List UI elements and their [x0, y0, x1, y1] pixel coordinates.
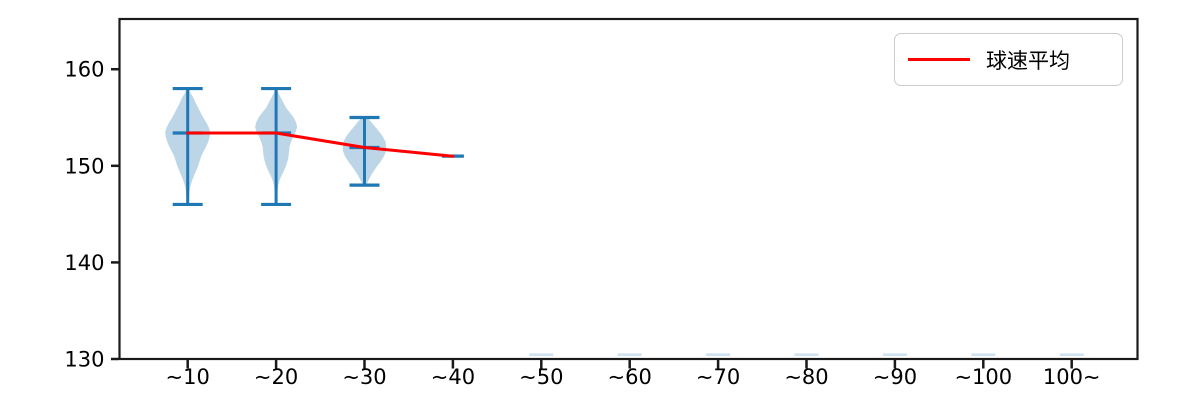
- x-tick-label-∼10: ∼10: [166, 365, 210, 389]
- legend-label: 球速平均: [986, 48, 1070, 73]
- mean-line-series: [186, 131, 455, 158]
- y-tick-label-130: 130: [64, 348, 104, 372]
- x-tick-label-∼40: ∼40: [431, 365, 475, 389]
- legend: 球速平均: [894, 33, 1123, 86]
- empty-violin-marker-∼50: [529, 353, 554, 356]
- legend-line-sample: [908, 58, 970, 61]
- x-tick-label-∼90: ∼90: [873, 365, 917, 389]
- x-tick-label-100∼: 100∼: [1043, 365, 1101, 389]
- x-tick-label-∼50: ∼50: [519, 365, 563, 389]
- y-tick-label-150: 150: [64, 154, 104, 178]
- empty-violin-marker-∼60: [617, 353, 642, 356]
- empty-violin-marker-∼100: [971, 353, 996, 356]
- axes-frame: [118, 17, 1139, 361]
- empty-violin-marker-∼70: [706, 353, 731, 356]
- x-tick-label-∼30: ∼30: [342, 365, 386, 389]
- x-tick-label-∼100: ∼100: [954, 365, 1012, 389]
- empty-violin-marker-∼90: [882, 353, 907, 356]
- y-tick-label-160: 160: [64, 58, 104, 82]
- x-tick-label-∼20: ∼20: [254, 365, 298, 389]
- y-tick-label-140: 140: [64, 251, 104, 275]
- x-tick-label-∼80: ∼80: [784, 365, 828, 389]
- empty-violin-marker-∼80: [794, 353, 819, 356]
- empty-violin-marker-100∼: [1059, 353, 1084, 356]
- x-tick-label-∼70: ∼70: [696, 365, 740, 389]
- x-tick-label-∼60: ∼60: [608, 365, 652, 389]
